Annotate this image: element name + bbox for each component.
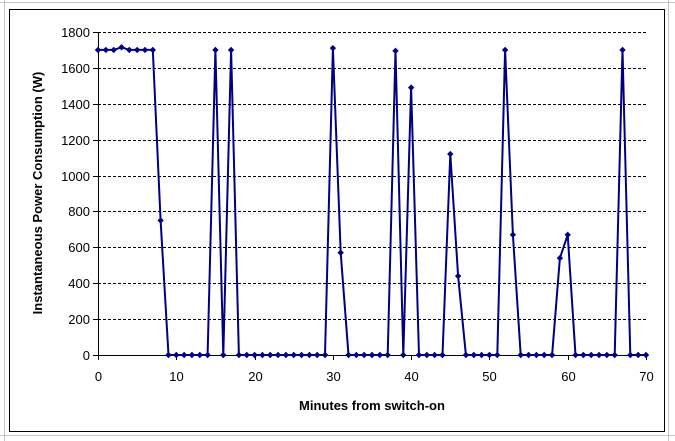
data-point (243, 351, 250, 359)
data-point (478, 351, 485, 359)
y-tick-label: 1200 (61, 133, 90, 148)
data-point (447, 150, 454, 158)
data-point (157, 217, 164, 224)
y-tick-label: 600 (68, 240, 90, 255)
data-point (611, 351, 618, 359)
y-tick-label: 1800 (61, 25, 90, 40)
data-point (102, 46, 110, 54)
data-point (141, 46, 149, 54)
data-point (509, 231, 517, 238)
data-point (321, 351, 329, 359)
data-point (165, 351, 172, 359)
x-tick-label: 10 (169, 369, 183, 384)
y-tick-label: 0 (83, 348, 90, 363)
data-point (384, 351, 391, 359)
data-point (329, 44, 337, 52)
data-point (267, 351, 274, 359)
y-tick-label: 400 (68, 276, 90, 291)
data-point (415, 351, 423, 359)
data-point (94, 46, 102, 54)
x-tick-label: 20 (248, 369, 262, 384)
data-point (407, 84, 415, 91)
data-point (619, 46, 626, 54)
data-point (353, 351, 360, 359)
data-point (392, 47, 399, 55)
x-axis-title: Minutes from switch-on (299, 398, 445, 413)
data-point (603, 351, 611, 359)
data-point (595, 351, 603, 359)
data-point (525, 351, 532, 359)
data-point (462, 351, 470, 359)
data-point (298, 351, 305, 359)
data-point (133, 46, 141, 54)
data-point (149, 46, 156, 54)
data-point (501, 46, 509, 54)
data-point (220, 351, 227, 359)
data-point (126, 46, 133, 54)
data-point (580, 351, 587, 359)
data-point (439, 351, 446, 359)
y-tick-label: 800 (68, 204, 90, 219)
y-tick-label: 1600 (61, 61, 90, 76)
x-tick-label: 60 (561, 369, 575, 384)
data-point (642, 351, 650, 359)
data-point (588, 351, 595, 359)
data-point (376, 351, 384, 359)
gridline-group (98, 32, 646, 320)
data-point (314, 351, 321, 359)
data-point (360, 351, 368, 359)
data-point (564, 231, 571, 238)
data-point (572, 351, 579, 359)
data-point (556, 254, 564, 262)
data-point (548, 351, 556, 359)
data-point (494, 351, 501, 359)
data-point (274, 351, 282, 359)
data-point (188, 351, 196, 359)
data-point (627, 351, 634, 359)
data-point (517, 351, 524, 359)
data-point (110, 46, 117, 54)
data-point (251, 351, 258, 359)
data-point (173, 351, 180, 359)
data-point (290, 351, 297, 359)
data-point (368, 351, 376, 359)
data-point (454, 272, 462, 280)
data-point (337, 249, 344, 256)
x-tick-label: 50 (482, 369, 496, 384)
data-point (282, 351, 290, 359)
data-point (400, 351, 407, 359)
data-point (180, 351, 188, 359)
x-tick-label: 40 (404, 369, 418, 384)
series-group (94, 44, 650, 359)
data-point (306, 351, 313, 359)
data-point (423, 351, 430, 359)
y-tick-label: 1400 (61, 97, 90, 112)
data-point (431, 351, 438, 359)
y-tick-label: 1000 (61, 169, 90, 184)
data-point (486, 351, 493, 359)
data-point (259, 351, 266, 359)
data-point (634, 351, 642, 359)
data-point (541, 351, 548, 359)
chart-area (9, 9, 665, 432)
y-tick-label: 200 (68, 312, 90, 327)
x-tick-label: 0 (95, 369, 102, 384)
data-point (196, 351, 203, 359)
data-point (227, 46, 235, 54)
data-point (533, 351, 540, 359)
data-point (235, 351, 243, 359)
data-point (118, 44, 125, 51)
x-tick-label: 70 (639, 369, 653, 384)
data-point (204, 351, 211, 359)
data-point (212, 46, 219, 54)
data-point (345, 351, 352, 359)
data-point (470, 351, 477, 359)
y-axis-title: Instantaneous Power Consumption (W) (30, 72, 45, 315)
x-tick-label: 30 (326, 369, 340, 384)
